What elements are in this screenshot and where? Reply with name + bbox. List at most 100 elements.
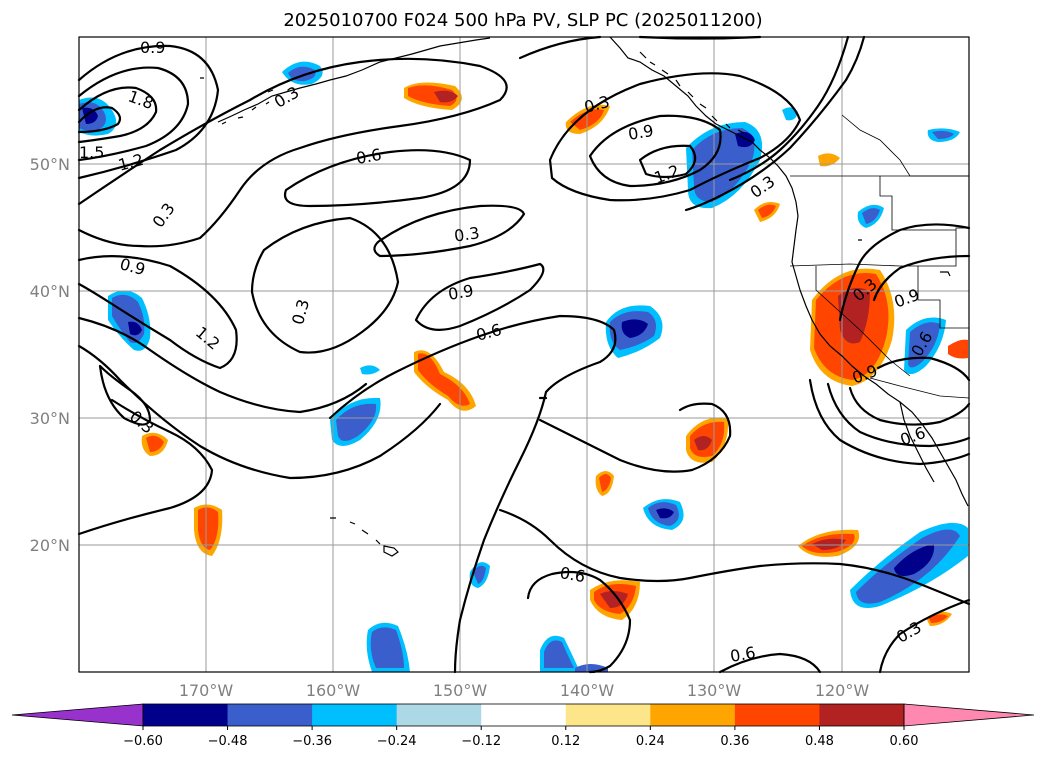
colorbar-segments [11,703,1035,727]
pv-blob [434,90,458,103]
state-border [879,176,956,231]
contour-line [98,364,152,426]
contour-line [872,254,971,302]
lat-label: 20°N [30,536,70,555]
map-area: 0.9 1.8 1.5 1.2 0.3 0.6 0.3 0.9 1.2 0.3 … [77,35,971,674]
contour-label: 0.6 [558,563,586,586]
gridlines [79,37,969,672]
colorbar-tick-label: 0.24 [636,734,665,749]
pv-blob [948,339,968,359]
lat-label: 50°N [30,155,70,174]
pv-blob [932,130,954,139]
pv-blob [838,287,870,344]
contour-line [826,382,971,448]
pv-blob [656,508,674,519]
contour-line [77,57,508,248]
colorbar-tick-label: 0.60 [890,734,919,749]
colorbar-tick-label: −0.48 [208,734,248,749]
pv-blob [862,208,880,224]
colorbar-tick-label: 0.12 [551,734,580,749]
contour-line [588,114,722,188]
colorbar-tick-label: 0.48 [805,734,834,749]
pv-shading [79,61,968,672]
contour-line [876,356,971,382]
contour-line [283,149,472,208]
pv-blob [758,204,776,218]
contour-line [538,402,732,473]
lon-label: 120°W [815,681,870,700]
contour-line [718,652,822,674]
contour-line [77,316,368,414]
pv-blob [544,640,574,668]
hawaii-islands [330,517,399,557]
latitude-labels: 50°N 40°N 30°N 20°N [30,155,70,555]
pv-blob [929,614,948,623]
pv-blob [621,319,648,338]
contour-line [77,86,158,144]
pv-blob [418,353,470,406]
colorbar-tick-label: −0.36 [292,734,332,749]
pv-blob [599,474,611,492]
pv-negative-anomalies [79,61,968,672]
contour-line [518,35,602,60]
colorbar-tick-label: −0.12 [461,734,501,749]
longitude-labels: 170°W 160°W 150°W 140°W 130°W 120°W [179,681,870,700]
colorbar-segment [481,704,567,726]
colorbar-tick-label: 0.36 [720,734,749,749]
lat-label: 30°N [30,409,70,428]
colorbar-extend-low [11,703,144,727]
contour-line [878,598,971,674]
contour-line [684,35,866,212]
pv-blob [370,627,404,668]
contour-line [77,398,214,536]
pv-blob [82,107,98,124]
slp-contours [77,35,971,674]
contour-label: 0.9 [447,281,475,304]
contour-line [548,72,802,202]
lon-label: 140°W [560,681,615,700]
pv-blob [692,128,755,202]
contour-line [77,255,238,370]
contour-label: 0.9 [627,121,655,144]
pv-blob [908,322,940,368]
contour-line [848,386,971,426]
pv-blob [694,436,712,451]
colorbar-segment [819,704,905,726]
lon-label: 170°W [179,681,234,700]
colorbar: −0.60 −0.48 −0.36 −0.24 −0.12 0.12 0.24 0.36 0.4… [11,703,1035,749]
contour-label: 0.6 [355,145,383,168]
contour-line [328,314,617,674]
contour-line [526,570,632,674]
colorbar-segment [565,704,651,726]
contour-line [77,344,442,480]
map-title: 2025010700 F024 500 hPa PV, SLP PC (2025… [283,10,762,31]
contour-line [838,223,971,322]
colorbar-extend-high [903,703,1035,727]
colorbar-tick-label: −0.60 [123,734,163,749]
contour-line [498,508,971,606]
contour-label: 0.9 [140,38,165,57]
state-border [789,227,969,267]
lon-label: 160°W [306,681,361,700]
pv-blob [818,153,840,167]
contour-line [808,378,971,466]
us-mexico-border [869,377,970,399]
alaska-islands [639,51,745,134]
coastlines [200,36,969,557]
aleutian-islands [221,101,270,125]
contour-line [638,144,697,179]
colorbar-segment [227,704,313,726]
pv-blob [198,507,219,550]
alaska-bc-coast [609,36,799,217]
aleutian-coast [217,37,491,123]
contour-label: 0.3 [453,223,481,245]
colorbar-segment [734,704,820,726]
small-islands [200,77,951,277]
pv-blob [360,365,380,375]
colorbar-outline [142,703,905,727]
colorbar-ticks: −0.60 −0.48 −0.36 −0.24 −0.12 0.12 0.24 0.36 0.4… [123,726,918,749]
colorbar-segment [312,704,398,726]
contour-line [77,66,190,162]
lon-label: 130°W [687,681,742,700]
